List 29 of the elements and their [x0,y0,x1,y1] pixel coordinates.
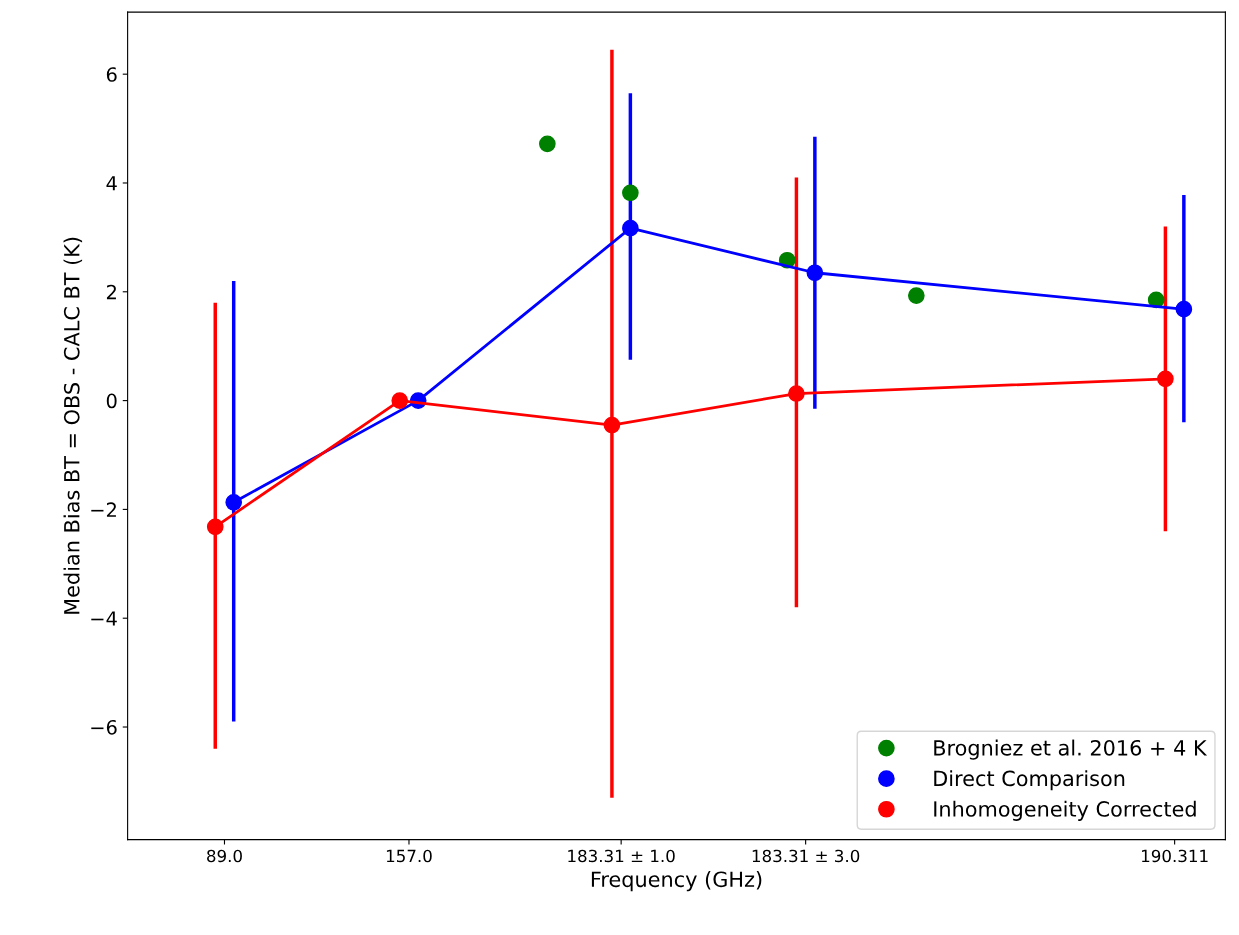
point [788,385,805,402]
y-tick-label: 2 [106,284,116,300]
y-tick-label: −6 [91,719,117,735]
legend-label: Inhomogeneity Corrected [934,800,1196,821]
x-tick-label: 183.31 ± 1.0 [568,849,675,863]
legend-label: Direct Comparison [934,770,1125,791]
point [603,416,621,434]
point [539,135,556,153]
x-tick-label: 183.31 ± 3.0 [752,849,860,863]
point [206,518,224,536]
point [622,219,639,237]
point [1157,370,1174,388]
point [391,392,409,409]
y-axis-title: Median Bias BT = OBS - CALC BT (K) [63,237,83,614]
point [225,493,243,511]
x-tick-label: 89.0 [207,849,242,863]
point [806,264,824,282]
legend-label: Brogniez et al. 2016 + 4 K [934,739,1208,760]
y-tick-label: −2 [91,502,116,517]
x-tick-label: 157.0 [386,849,432,863]
point [908,287,925,304]
y-tick-label: −4 [91,611,117,626]
y-tick-label: 4 [106,176,117,191]
point [622,184,639,202]
x-tick-label: 190.311 [1142,849,1208,863]
x-axis-title: Frequency (GHz) [591,871,762,892]
y-tick-label: 6 [106,67,117,82]
point [1175,300,1193,318]
y-tick-label: 0 [106,393,117,409]
